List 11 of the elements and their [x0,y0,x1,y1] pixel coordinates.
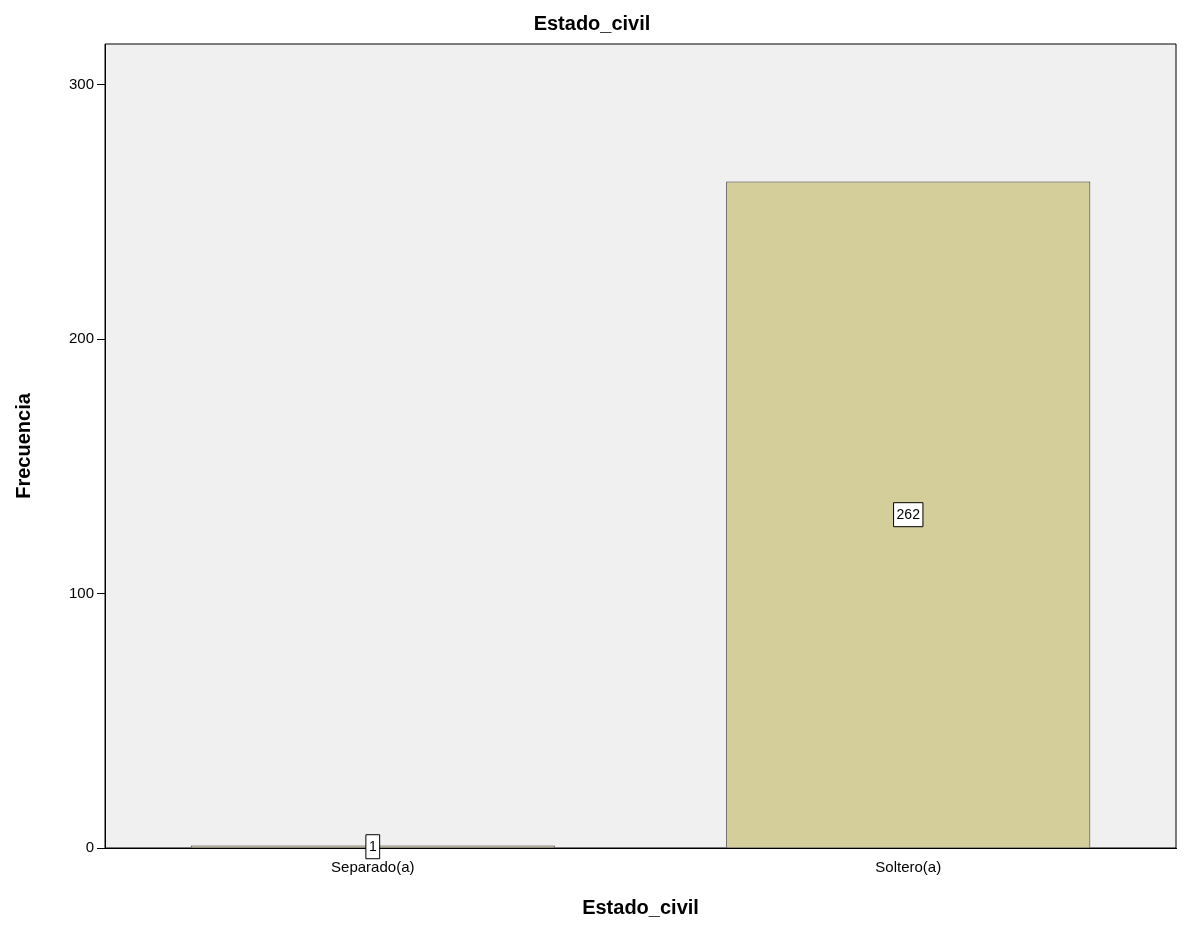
y-tick-label: 100 [69,583,95,601]
x-tick-label: Soltero(a) [875,858,942,876]
x-tick-label: Separado(a) [331,858,415,876]
data-label: 1 [368,837,377,854]
data-label: 262 [896,505,921,522]
x-axis-title: Estado_civil [582,895,699,918]
chart-title: Estado_civil [533,11,651,34]
y-tick-label: 0 [85,838,95,856]
y-tick-label: 200 [69,329,95,347]
y-axis-title: Frecuencia [11,392,34,499]
y-tick-label: 300 [69,74,95,92]
